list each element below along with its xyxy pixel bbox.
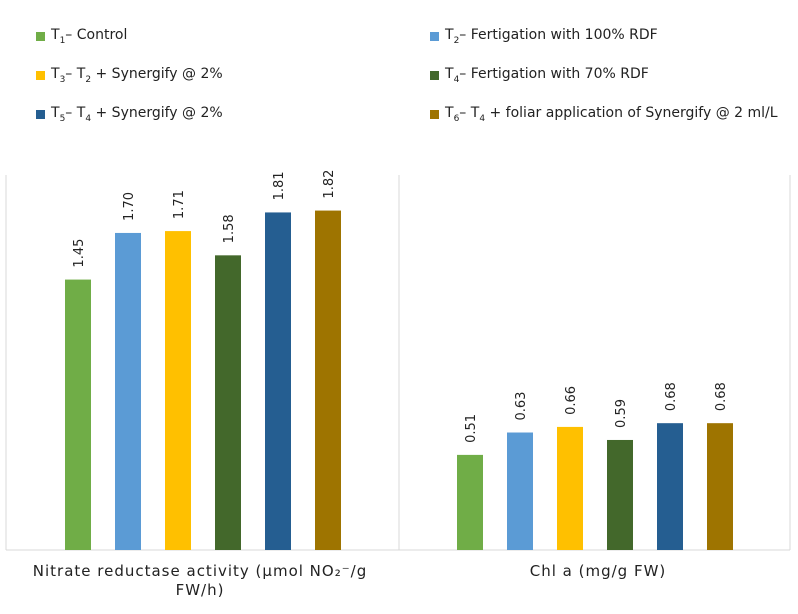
bar-t2-panel2: [507, 432, 533, 550]
legend-label: T1– Control: [51, 26, 128, 46]
legend-item-t4: T4– Fertigation with 70% RDF: [430, 65, 649, 85]
data-label: 1.70: [122, 192, 137, 221]
category-label-chl-a: Chl a (mg/g FW): [398, 562, 798, 581]
bar-t5-panel2: [657, 423, 683, 550]
bar-t6-panel1: [315, 210, 341, 550]
bar-t4-panel1: [215, 255, 241, 550]
bar-t3-panel2: [557, 426, 583, 550]
bar-t1-panel2: [457, 454, 483, 550]
category-label-line2: FW/h): [175, 581, 225, 599]
legend-label: T3– T2 + Synergify @ 2%: [51, 65, 223, 85]
legend-item-t3: T3– T2 + Synergify @ 2%: [36, 65, 223, 85]
data-label: 1.45: [72, 239, 87, 268]
legend-label: T5– T4 + Synergify @ 2%: [51, 104, 223, 124]
legend-swatch: [36, 109, 45, 119]
data-label: 0.68: [664, 382, 679, 411]
legend-item-t5: T5– T4 + Synergify @ 2%: [36, 104, 223, 124]
data-label: 0.66: [564, 386, 579, 415]
category-label-nitrate-reductase: Nitrate reductase activity (µmol NO₂⁻/g …: [0, 562, 400, 600]
data-label: 1.82: [322, 170, 337, 199]
data-label: 0.63: [514, 392, 529, 421]
data-label: 0.68: [714, 382, 729, 411]
data-label: 1.81: [272, 171, 287, 200]
legend-item-t1: T1– Control: [36, 26, 127, 46]
legend-swatch: [430, 70, 439, 80]
bar-t2-panel1: [115, 232, 141, 550]
legend-swatch: [36, 31, 45, 41]
legend-swatch: [430, 31, 439, 41]
bar-t5-panel1: [265, 212, 291, 550]
legend-swatch: [36, 70, 45, 80]
bar-t6-panel2: [707, 423, 733, 550]
legend: T1– Control T2– Fertigation with 100% RDF…: [0, 0, 798, 140]
legend-item-t6: T6– T4 + foliar application of Synergify…: [430, 104, 778, 124]
bar-t3-panel1: [165, 231, 191, 550]
bar-t1-panel1: [65, 279, 91, 550]
bar-t4-panel2: [607, 439, 633, 550]
legend-swatch: [430, 109, 439, 119]
data-label: 0.59: [614, 399, 629, 428]
category-label-line1: Chl a (mg/g FW): [529, 562, 667, 580]
data-label: 1.71: [172, 190, 187, 219]
data-label: 0.51: [464, 414, 479, 443]
legend-label: T4– Fertigation with 70% RDF: [445, 65, 649, 85]
legend-item-t2: T2– Fertigation with 100% RDF: [430, 26, 658, 46]
data-label: 1.58: [222, 214, 237, 243]
category-label-line1: Nitrate reductase activity (µmol NO₂⁻/g: [32, 562, 368, 580]
legend-label: T2– Fertigation with 100% RDF: [445, 26, 658, 46]
legend-label: T6– T4 + foliar application of Synergify…: [445, 104, 778, 124]
